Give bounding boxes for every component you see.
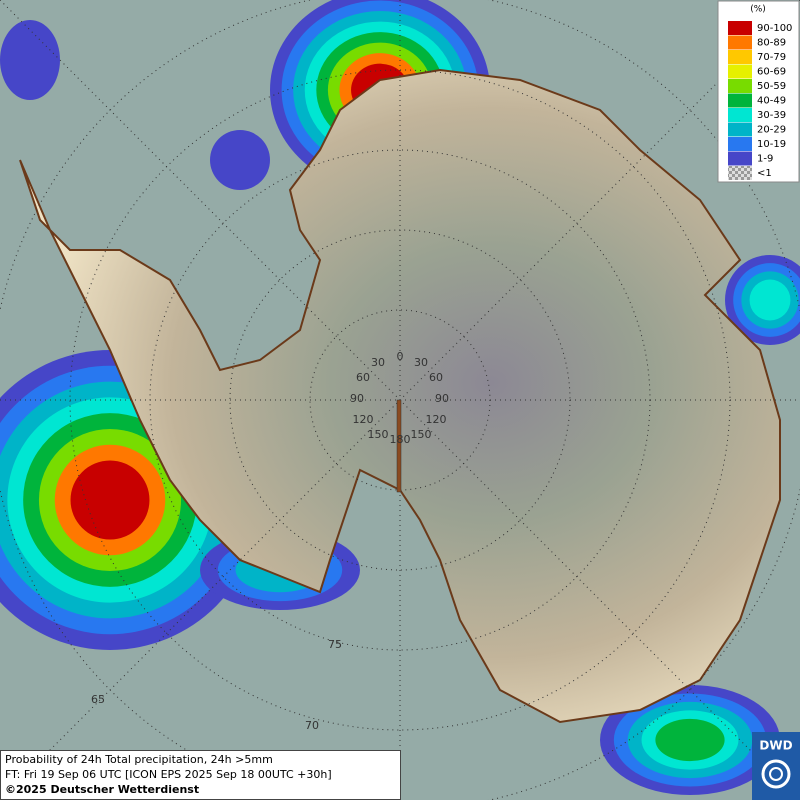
legend-swatch bbox=[728, 21, 752, 35]
legend-swatch bbox=[728, 35, 752, 50]
precip-area bbox=[655, 718, 725, 762]
longitude-label: 30 bbox=[414, 356, 428, 369]
legend-swatch bbox=[728, 93, 752, 108]
legend-swatch bbox=[728, 50, 752, 64]
longitude-label: 0 bbox=[397, 350, 404, 363]
longitude-label: 60 bbox=[356, 371, 370, 384]
legend-label: 20-29 bbox=[757, 125, 786, 136]
legend-label: 10-19 bbox=[757, 139, 786, 150]
footer: Probability of 24h Total precipitation, … bbox=[0, 750, 401, 800]
legend-swatch bbox=[728, 108, 752, 122]
precip-area bbox=[70, 460, 150, 540]
logo: DWD bbox=[752, 732, 800, 800]
legend-swatch bbox=[728, 137, 752, 151]
legend-swatch bbox=[728, 79, 752, 93]
legend-label: 80-89 bbox=[757, 38, 786, 49]
longitude-label: 60 bbox=[429, 371, 443, 384]
longitude-label: 120 bbox=[353, 413, 374, 426]
legend-title: (%) bbox=[750, 5, 766, 15]
precip-area bbox=[749, 279, 791, 321]
longitude-label: 90 bbox=[350, 392, 364, 405]
footer-line: Probability of 24h Total precipitation, … bbox=[5, 753, 273, 766]
precip-area bbox=[210, 130, 270, 190]
legend-label: 50-59 bbox=[757, 81, 786, 92]
legend-swatch bbox=[728, 151, 752, 166]
legend-label: <1 bbox=[757, 168, 772, 179]
legend-swatch bbox=[728, 122, 752, 137]
date-line-marker bbox=[396, 399, 402, 493]
legend-label: 60-69 bbox=[757, 67, 786, 78]
longitude-label: 150 bbox=[368, 428, 389, 441]
longitude-label: 30 bbox=[371, 356, 385, 369]
legend-label: 30-39 bbox=[757, 110, 786, 121]
legend-swatch bbox=[728, 166, 752, 180]
legend-swatch bbox=[728, 64, 752, 79]
precip-area bbox=[0, 20, 60, 100]
legend-label: 40-49 bbox=[757, 96, 786, 107]
longitude-label: 90 bbox=[435, 392, 449, 405]
latitude-label: 70 bbox=[305, 719, 319, 732]
latitude-label: 65 bbox=[91, 693, 105, 706]
longitude-label: 150 bbox=[411, 428, 432, 441]
footer-line: ©2025 Deutscher Wetterdienst bbox=[5, 783, 199, 796]
latitude-label: 75 bbox=[328, 638, 342, 651]
longitude-label: 120 bbox=[426, 413, 447, 426]
logo-text: DWD bbox=[759, 739, 792, 753]
legend-label: 1-9 bbox=[757, 154, 773, 165]
legend: (%) 90-100 80-89 70-79 60-69 50-59 40-49 30-39 2… bbox=[717, 0, 800, 183]
legend-label: 70-79 bbox=[757, 52, 786, 63]
footer-line: FT: Fri 19 Sep 06 UTC [ICON EPS 2025 Sep… bbox=[5, 768, 332, 781]
longitude-label: 180 bbox=[390, 433, 411, 446]
legend-label: 90-100 bbox=[757, 23, 792, 34]
